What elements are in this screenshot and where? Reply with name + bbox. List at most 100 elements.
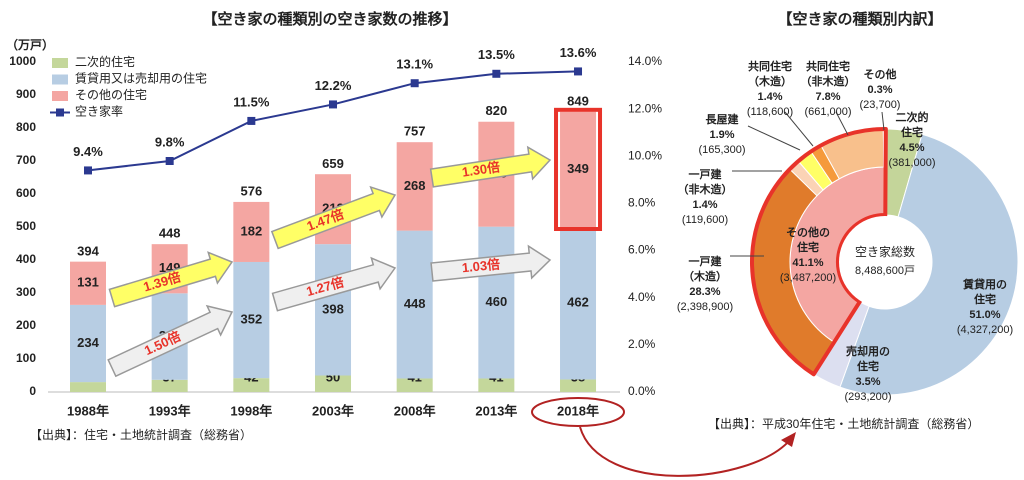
y2-tick-label: 2.0% xyxy=(628,337,656,351)
bar-segment xyxy=(70,382,106,392)
slice-name: （非木造） xyxy=(801,74,856,88)
y2-tick-label: 10.0% xyxy=(628,148,662,162)
source: 【出典】：住宅・土地統計調査（総務省） xyxy=(30,427,252,442)
y-tick-label: 0 xyxy=(29,384,36,398)
growth-arrow xyxy=(108,251,234,308)
total-label: 849 xyxy=(567,93,589,108)
bar-value-label: 234 xyxy=(77,335,99,350)
leader-line xyxy=(784,111,814,147)
slice-value: 7.8% xyxy=(815,91,840,103)
legend-swatch xyxy=(52,58,68,68)
growth-arrow xyxy=(270,185,397,250)
total-label: 448 xyxy=(159,226,181,241)
slice-name: 共同住宅 xyxy=(806,59,850,73)
rate-label: 11.5% xyxy=(233,94,270,109)
y-tick-label: 200 xyxy=(16,318,36,332)
total-label: 659 xyxy=(322,156,344,171)
x-tick-label: 1988年 xyxy=(67,403,109,418)
bar-segment xyxy=(315,244,352,376)
slice-count: (2,398,900) xyxy=(677,301,733,313)
bar-segment xyxy=(396,378,433,392)
highlight-ellipse xyxy=(531,397,625,427)
x-tick-label: 1998年 xyxy=(230,403,272,418)
total-label: 757 xyxy=(404,124,426,139)
growth-arrow xyxy=(271,256,397,312)
slice-count: (4,327,200) xyxy=(957,324,1013,336)
source: 【出典】：平成30年住宅・土地統計調査（総務省） xyxy=(708,416,979,431)
bar-value-label: 349 xyxy=(567,161,589,176)
leader-line xyxy=(835,111,849,136)
slice-name: 住宅 xyxy=(901,125,923,139)
slice-count: (118,600) xyxy=(747,106,793,118)
rate-marker xyxy=(574,67,583,76)
highlight-box xyxy=(554,107,603,231)
slice-name: 一戸建 xyxy=(689,254,723,268)
growth-label: 1.03倍 xyxy=(461,257,501,276)
leader-line xyxy=(747,125,801,151)
center-label: 空き家総数 xyxy=(855,244,915,259)
y-tick-label: 1000 xyxy=(9,54,36,68)
slice-count: (381,000) xyxy=(888,157,935,169)
bar-segment xyxy=(560,111,597,227)
total-label: 8,488,600戸 xyxy=(855,265,915,277)
slice-value: 4.5% xyxy=(899,142,924,154)
rate-label: 9.4% xyxy=(73,144,103,159)
slice-name: 一戸建 xyxy=(689,167,723,181)
growth-arrow xyxy=(429,145,552,188)
x-tick-label: 2003年 xyxy=(312,403,354,418)
legend-swatch xyxy=(52,91,68,101)
y2-tick-label: 4.0% xyxy=(628,290,656,304)
slice-name: その他 xyxy=(864,67,897,81)
y-tick-label: 100 xyxy=(16,351,36,365)
y-tick-label: 800 xyxy=(16,120,36,134)
donut-slice xyxy=(839,133,1019,396)
slice-name: （非木造） xyxy=(678,182,733,196)
slice-count: (661,000) xyxy=(804,106,851,118)
arrow-head xyxy=(781,432,796,447)
bar-value-label: 398 xyxy=(322,301,344,316)
growth-arrow xyxy=(430,244,552,282)
rate-marker xyxy=(329,100,338,109)
y-tick-label: 600 xyxy=(16,186,36,200)
slice-name: 二次的 xyxy=(896,110,929,124)
slice-count: (23,700) xyxy=(860,99,901,111)
bar-segment xyxy=(233,378,270,392)
bar-value-label: 182 xyxy=(240,223,262,238)
rate-marker xyxy=(492,69,501,78)
bar-segment xyxy=(70,261,106,305)
x-tick-label: 2013年 xyxy=(475,403,517,418)
slice-name: 住宅 xyxy=(974,292,996,306)
y2-tick-label: 6.0% xyxy=(628,243,656,257)
leader-line xyxy=(881,111,885,131)
bar-value-label: 462 xyxy=(567,295,589,310)
chart-title: 【空き家の種類別内訳】 xyxy=(777,10,942,28)
bar-segment xyxy=(396,142,433,231)
rate-label: 9.8% xyxy=(155,134,185,149)
slice-name: （木造） xyxy=(683,269,727,283)
total-label: 394 xyxy=(77,243,99,258)
x-tick-label: 2018年 xyxy=(557,403,599,418)
legend-swatch xyxy=(52,74,68,85)
y-tick-label: 400 xyxy=(16,252,36,266)
y2-tick-label: 12.0% xyxy=(628,101,662,115)
bar-segment xyxy=(478,378,515,392)
y-tick-label: 500 xyxy=(16,219,36,233)
slice-name: 賃貸用の xyxy=(962,277,1007,291)
total-label: 820 xyxy=(485,103,507,118)
x-tick-label: 2008年 xyxy=(394,403,436,418)
bar-value-label: 460 xyxy=(485,294,507,309)
slice-name: その他の xyxy=(786,225,830,239)
bar-segment xyxy=(233,201,270,262)
legend-label: その他の住宅 xyxy=(75,87,147,102)
slice-name: 売却用の xyxy=(846,344,890,358)
y2-tick-label: 8.0% xyxy=(628,196,656,210)
x-tick-label: 1993年 xyxy=(149,403,191,418)
slice-value: 3.5% xyxy=(855,376,880,388)
slice-count: (165,300) xyxy=(698,144,745,156)
slice-value: 1.9% xyxy=(709,129,734,141)
rate-marker xyxy=(84,166,92,175)
slice-value: 0.3% xyxy=(867,84,892,96)
donut-hole xyxy=(839,216,931,308)
bar-segment xyxy=(151,379,188,392)
